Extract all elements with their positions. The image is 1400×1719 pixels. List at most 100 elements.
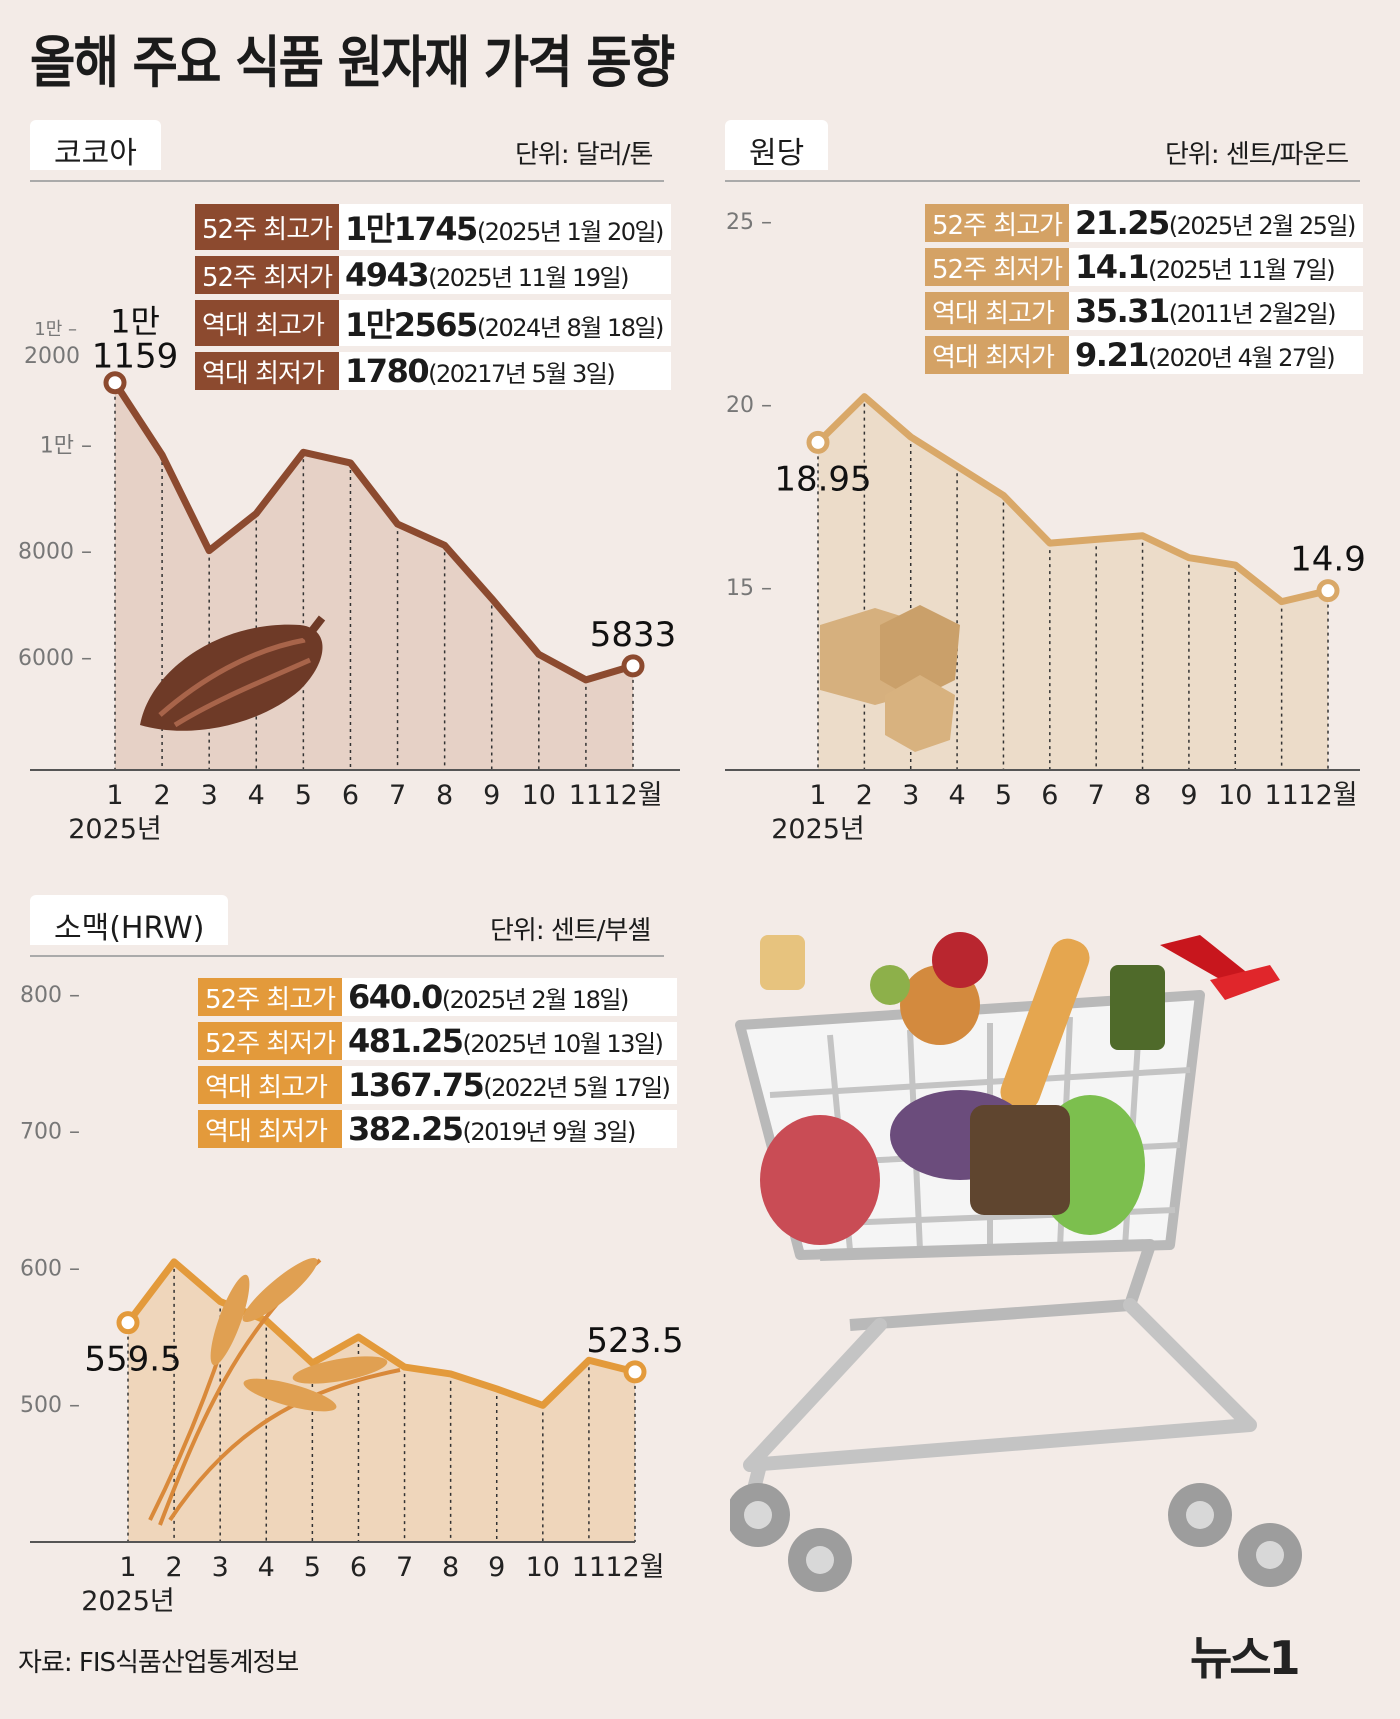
x-tick-label: 8 (442, 1552, 459, 1583)
x-tick-label: 3 (212, 1552, 229, 1583)
wheat-header-rule (30, 955, 664, 957)
sugar-stats-table: 52주 최고가 21.25(2025년 2월 25일) 52주 최저가 14.1(2… (925, 198, 1363, 380)
x-tick-label: 7 (396, 1552, 413, 1583)
y-tick-label: 25 – (726, 210, 772, 235)
cocoa-tab: 코코아 (30, 120, 161, 171)
stat-value: 35.31 (1075, 292, 1170, 330)
stat-row: 역대 최저가 1780(20217년 5월 3일) (195, 352, 671, 390)
x-tick-label: 4 (948, 780, 965, 811)
end-value-label: 523.5 (586, 1321, 683, 1361)
x-tick-label: 8 (436, 780, 453, 811)
x-tick-label: 9 (483, 780, 500, 811)
end-point-marker (623, 1360, 647, 1384)
sugar-chart-panel: 15 – 20 – 25 – 1 2 3 4 5 6 7 8 9 10 11 12월 2025년 18.95 14… (700, 0, 1400, 860)
x-tick-label: 4 (258, 1552, 275, 1583)
stat-date: (2025년 10월 13일) (462, 1030, 664, 1058)
cocoa-chart-panel: 6000 – 8000 – 1만 – 1만 – 2000 1 2 3 4 5 6 7 8 9 10 11 12월… (0, 0, 700, 860)
x-tick-label: 8 (1134, 780, 1151, 811)
y-tick-label: 1만 – (34, 319, 77, 340)
stat-row: 52주 최고가 21.25(2025년 2월 25일) (925, 204, 1363, 242)
stat-row: 역대 최고가 1만2565(2024년 8월 18일) (195, 300, 671, 346)
stat-value: 21.25 (1075, 204, 1170, 242)
y-tick-label: 2000 (24, 344, 80, 369)
x-tick-label: 2 (856, 780, 873, 811)
y-tick-label: 700 – (20, 1120, 80, 1145)
series-line (815, 393, 1329, 606)
x-tick-label: 12월 (605, 1552, 664, 1583)
stat-row: 역대 최고가 35.31(2011년 2월2일) (925, 292, 1363, 330)
stat-date: (2025년 1월 20일) (476, 218, 665, 246)
x-tick-label: 12월 (603, 780, 662, 811)
start-point-marker (806, 430, 830, 454)
stat-value: 1367.75 (348, 1066, 485, 1104)
x-tick-label: 5 (995, 780, 1012, 811)
stat-value: 1만2565 (345, 306, 478, 344)
stat-label: 52주 최저가 (198, 1022, 343, 1060)
y-tick-label: 500 – (20, 1393, 80, 1418)
x-tick-label: 2 (165, 1552, 182, 1583)
stat-value: 1780 (345, 352, 430, 390)
cocoa-unit: 단위: 달러/톤 (515, 140, 653, 170)
start-value-label: 1만 (110, 303, 160, 341)
cocoa-pod-icon (140, 615, 326, 731)
start-point-marker (103, 371, 127, 395)
x-year-label: 2025년 (68, 814, 162, 845)
x-year-label: 2025년 (771, 814, 865, 845)
stat-label: 52주 최고가 (925, 204, 1070, 242)
stat-row: 역대 최고가 1367.75(2022년 5월 17일) (198, 1066, 678, 1104)
source-note: 자료: FIS식품산업통계정보 (18, 1648, 299, 1678)
brand-logo-wordmark: 뉴스1 (1190, 1631, 1301, 1685)
start-value-label: 1159 (92, 337, 179, 377)
x-tick-label: 1 (119, 1552, 136, 1583)
start-value-label: 18.95 (774, 459, 871, 499)
stat-value: 481.25 (348, 1022, 464, 1060)
x-tick-label: 3 (902, 780, 919, 811)
sugar-header-rule (725, 180, 1360, 182)
wheat-chart: 500 – 600 – 700 – 800 – 1 2 3 4 5 6 7 8 9 10 11 12월 2025… (20, 983, 684, 1617)
stat-row: 52주 최저가 481.25(2025년 10월 13일) (198, 1022, 678, 1060)
stat-label: 역대 최고가 (925, 292, 1070, 330)
stat-row: 역대 최저가 9.21(2020년 4월 27일) (925, 336, 1363, 374)
stat-row: 역대 최저가 382.25(2019년 9월 3일) (198, 1110, 678, 1148)
stat-value: 9.21 (1075, 336, 1149, 374)
y-tick-label: 6000 – (18, 646, 92, 671)
wheat-unit: 단위: 센트/부셸 (490, 916, 651, 946)
stat-date: (2025년 2월 18일) (441, 986, 630, 1014)
stat-date: (2020년 4월 27일) (1147, 344, 1336, 372)
stat-label: 52주 최저가 (925, 248, 1070, 286)
wheat-chart-panel: 500 – 600 – 700 – 800 – 1 2 3 4 5 6 7 8 9 10 11 12월 2025… (0, 860, 700, 1640)
end-value-label: 14.9 (1290, 540, 1366, 580)
stat-label: 역대 최저가 (195, 352, 340, 390)
cocoa-chart: 6000 – 8000 – 1만 – 1만 – 2000 1 2 3 4 5 6 7 8 9 10 11 12월… (18, 303, 680, 845)
start-point-marker (116, 1311, 140, 1335)
sugar-cubes-icon (820, 605, 960, 752)
cocoa-stats-table: 52주 최고가 1만1745(2025년 1월 20일) 52주 최저가 4943(… (195, 198, 671, 396)
stat-label: 52주 최저가 (195, 256, 340, 294)
x-year-label: 2025년 (81, 1586, 175, 1617)
end-point-marker (1316, 579, 1340, 603)
stat-label: 역대 최고가 (195, 300, 340, 346)
y-tick-label: 800 – (20, 983, 80, 1008)
x-tick-label: 5 (295, 780, 312, 811)
stat-date: (2025년 11월 7일) (1147, 256, 1336, 284)
y-tick-label: 8000 – (18, 540, 92, 565)
x-tick-label: 10 (522, 780, 556, 811)
y-tick-label: 15 – (726, 576, 772, 601)
x-tick-label: 1 (106, 780, 123, 811)
cocoa-header-rule (30, 180, 664, 182)
stat-label: 역대 최저가 (198, 1110, 343, 1148)
x-tick-label: 2 (153, 780, 170, 811)
x-tick-label: 3 (201, 780, 218, 811)
stat-date: (2022년 5월 17일) (483, 1074, 671, 1102)
stat-date: (2011년 2월2일) (1168, 300, 1337, 328)
x-tick-label: 6 (342, 780, 359, 811)
end-point-marker (621, 654, 645, 678)
stat-date: (2025년 11월 19일) (428, 264, 629, 292)
wheat-stats-table: 52주 최고가 640.0(2025년 2월 18일) 52주 최저가 481.25… (198, 972, 678, 1154)
stat-value: 382.25 (348, 1110, 464, 1148)
x-tick-label: 12월 (1298, 780, 1357, 811)
end-value-label: 5833 (590, 615, 677, 655)
sugar-tab: 원당 (725, 120, 829, 171)
stat-row: 52주 최저가 4943(2025년 11월 19일) (195, 256, 671, 294)
x-tick-label: 1 (809, 780, 826, 811)
